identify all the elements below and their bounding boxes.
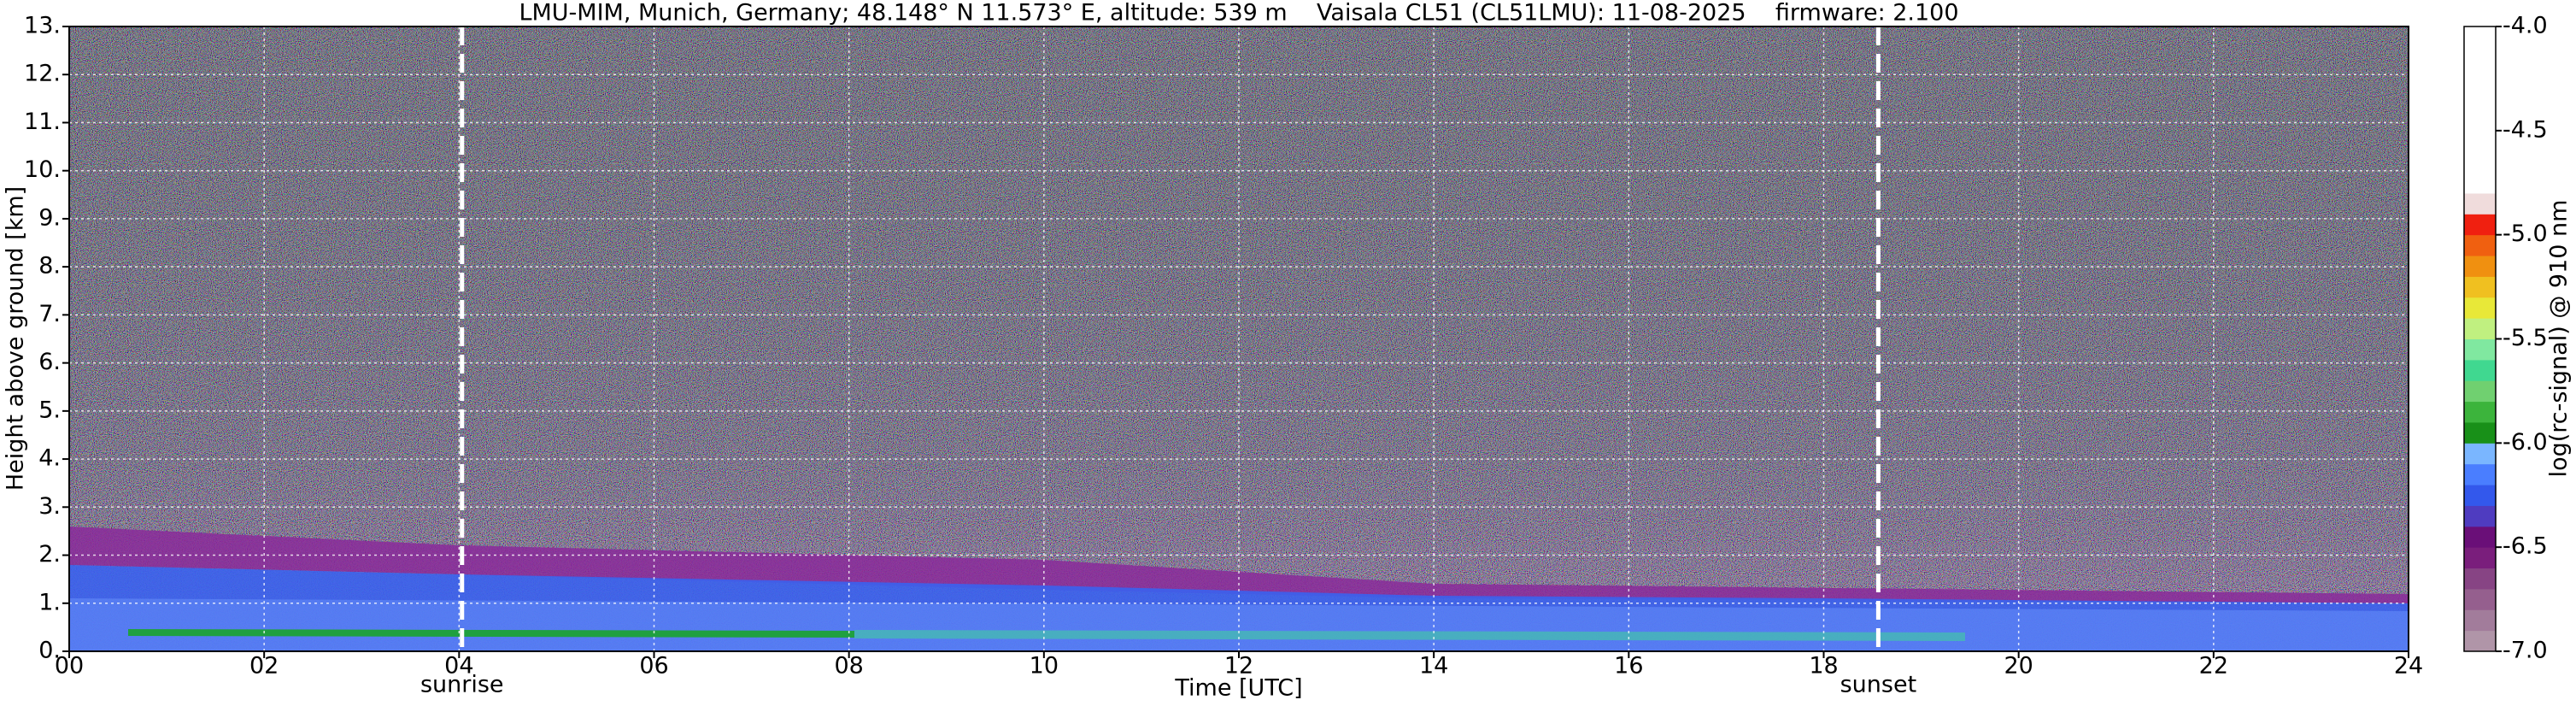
event-label: sunset <box>1840 672 1917 698</box>
colorbar-swatch <box>2464 630 2496 652</box>
colorbar-swatch <box>2464 421 2496 444</box>
x-tick-label: 24 <box>2394 653 2423 680</box>
colorbar-swatch <box>2464 68 2496 90</box>
colorbar-swatch <box>2464 443 2496 465</box>
y-tick-label: 9. <box>38 204 61 231</box>
colorbar-swatch <box>2464 172 2496 194</box>
y-tick-label: 6. <box>38 349 61 375</box>
colorbar-swatch <box>2464 609 2496 632</box>
y-tick-label: 12. <box>24 61 61 87</box>
x-tick-label: 22 <box>2199 653 2228 680</box>
colorbar-swatch <box>2464 485 2496 506</box>
x-tick-label: 14 <box>1419 653 1448 680</box>
colorbar-tick-label: -4.5 <box>2503 116 2548 143</box>
x-tick-label: 02 <box>249 653 279 680</box>
colorbar-tick-label: -4.0 <box>2503 13 2548 39</box>
colorbar-tick-label: -7.0 <box>2503 638 2548 664</box>
x-tick-label: 08 <box>834 653 863 680</box>
y-tick-label: 11. <box>24 109 61 135</box>
colorbar-swatch <box>2464 526 2496 548</box>
x-tick-label: 12 <box>1224 653 1253 680</box>
colorbar-swatch <box>2464 89 2496 110</box>
x-tick-label: 04 <box>444 653 473 680</box>
colorbar-swatch <box>2464 109 2496 132</box>
colorbar-swatch <box>2464 380 2496 403</box>
colorbar-swatch <box>2464 47 2496 69</box>
y-tick-label: 4. <box>38 445 61 472</box>
x-tick-label: 20 <box>2004 653 2033 680</box>
colorbar-swatch <box>2464 463 2496 485</box>
colorbar-swatch <box>2464 276 2496 298</box>
colorbar-tick-label: -5.5 <box>2503 325 2548 351</box>
plot-frame <box>68 26 2409 652</box>
colorbar-swatch <box>2464 214 2496 236</box>
x-axis-label: Time [UTC] <box>1174 675 1302 702</box>
colorbar-label: log(rc-signal) @ 910 nm <box>2546 200 2573 478</box>
y-tick-label: 2. <box>38 541 61 568</box>
colorbar-swatch <box>2464 338 2496 361</box>
colorbar-swatch <box>2464 256 2496 277</box>
y-tick-label: 13. <box>24 13 61 39</box>
colorbar-tick-label: -6.0 <box>2503 429 2548 456</box>
x-tick-label: 06 <box>639 653 668 680</box>
colorbar-swatch <box>2464 547 2496 569</box>
colorbar-swatch <box>2464 401 2496 423</box>
y-tick-label: 8. <box>38 253 61 279</box>
colorbar-swatch <box>2464 130 2496 152</box>
x-tick-label: 18 <box>1809 653 1838 680</box>
colorbar-swatch <box>2464 151 2496 174</box>
colorbar-swatch <box>2464 26 2496 48</box>
chart-title: LMU-MIM, Munich, Germany; 48.148° N 11.5… <box>519 0 1958 26</box>
colorbar-tick-label: -6.5 <box>2503 533 2548 560</box>
colorbar-swatch <box>2464 192 2496 215</box>
y-tick-label: 1. <box>38 589 61 615</box>
y-tick-label: 5. <box>38 397 61 423</box>
y-axis-label: Height above ground [km] <box>3 186 29 491</box>
x-tick-label: 00 <box>55 653 84 680</box>
x-tick-label: 10 <box>1030 653 1059 680</box>
y-tick-label: 10. <box>24 156 61 183</box>
x-tick-label: 16 <box>1614 653 1643 680</box>
colorbar-swatch <box>2464 359 2496 381</box>
colorbar-tick-label: -5.0 <box>2503 221 2548 247</box>
y-tick-label: 7. <box>38 301 61 327</box>
colorbar-swatch <box>2464 318 2496 339</box>
colorbar-swatch <box>2464 505 2496 527</box>
colorbar-swatch <box>2464 588 2496 610</box>
y-tick-label: 0. <box>38 638 61 664</box>
colorbar-swatch <box>2464 568 2496 590</box>
colorbar-swatch <box>2464 234 2496 256</box>
event-label: sunrise <box>420 672 504 698</box>
y-tick-label: 3. <box>38 493 61 520</box>
colorbar-swatch <box>2464 297 2496 319</box>
